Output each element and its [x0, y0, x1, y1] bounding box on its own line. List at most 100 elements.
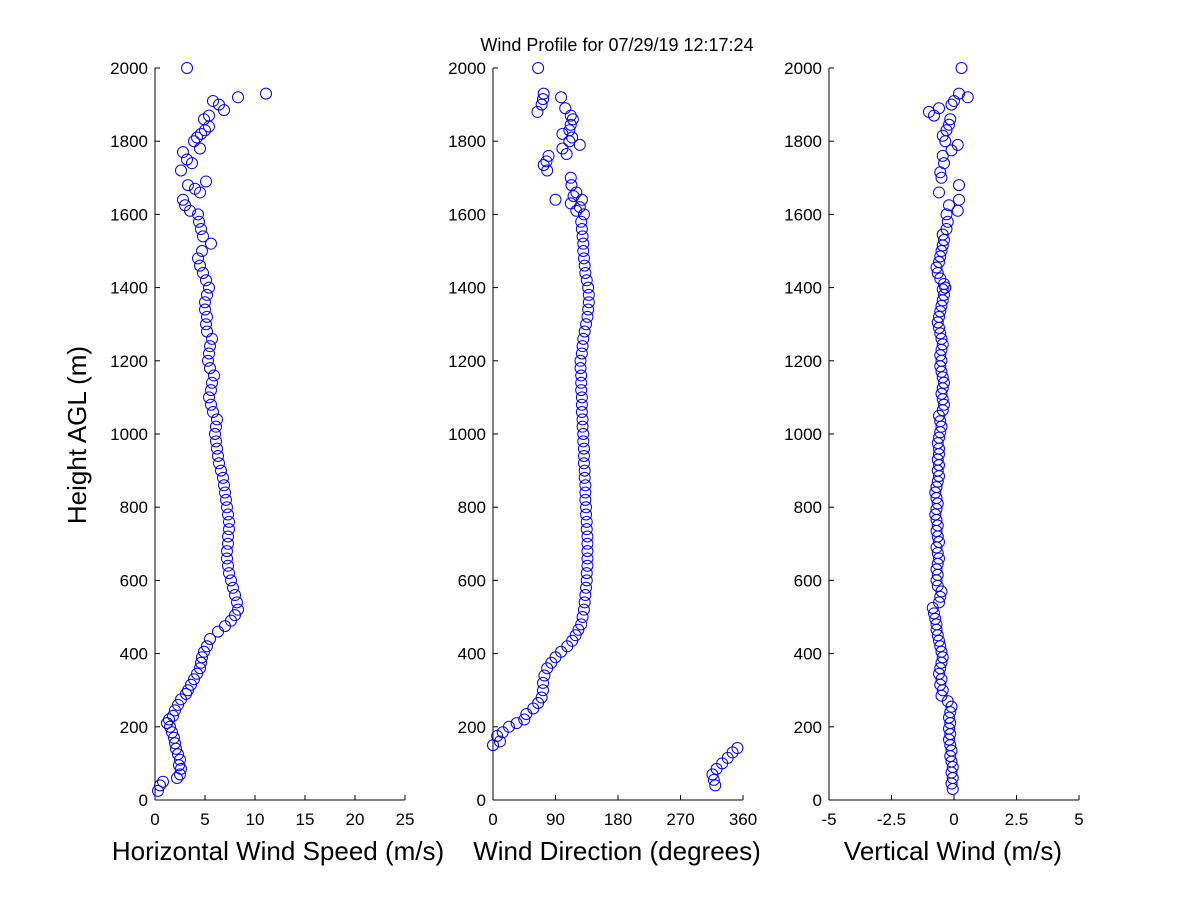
data-point-wind-direction [578, 464, 591, 477]
y-tick-label: 800 [120, 498, 148, 517]
y-tick-label: 1400 [448, 279, 486, 298]
data-point-horizontal-speed [203, 281, 215, 294]
data-point-vertical-wind [936, 283, 949, 296]
y-tick-label: 400 [458, 645, 486, 664]
y-tick-label: 0 [813, 791, 822, 810]
data-point-wind-direction [577, 428, 590, 440]
data-point-vertical-wind [936, 651, 949, 664]
data-point-vertical-wind [934, 272, 947, 285]
data-point-vertical-wind [938, 157, 950, 170]
data-point-horizontal-speed [168, 731, 180, 744]
data-point-horizontal-speed [260, 87, 272, 100]
data-point-wind-direction [580, 581, 593, 594]
data-point-vertical-wind [934, 640, 947, 653]
data-point-wind-direction [575, 369, 588, 382]
data-point-horizontal-speed [205, 237, 217, 250]
data-point-wind-direction [575, 223, 588, 236]
data-point-wind-direction [580, 508, 593, 521]
data-point-wind-direction [563, 135, 576, 148]
data-point-horizontal-speed [194, 259, 206, 272]
data-point-vertical-wind [936, 149, 949, 162]
data-point-horizontal-speed [195, 223, 207, 236]
data-point-vertical-wind [938, 376, 950, 389]
data-point-horizontal-speed [210, 435, 222, 448]
data-point-wind-direction [574, 362, 587, 375]
data-point-horizontal-speed [227, 581, 239, 594]
data-point-horizontal-speed [164, 720, 176, 733]
data-point-vertical-wind [935, 645, 948, 658]
data-point-wind-direction [564, 197, 577, 210]
data-point-vertical-wind [935, 245, 948, 257]
data-point-horizontal-speed [199, 303, 211, 316]
data-point-horizontal-speed [197, 230, 209, 243]
data-point-wind-direction [576, 340, 589, 353]
x-tick-label: 20 [346, 810, 365, 829]
data-point-wind-direction [582, 281, 595, 294]
data-point-horizontal-speed [192, 252, 204, 265]
data-point-wind-direction [707, 773, 720, 786]
data-point-horizontal-speed [222, 537, 234, 550]
data-point-vertical-wind [933, 255, 945, 268]
x-tick-label: 0 [488, 810, 497, 829]
data-point-wind-direction [576, 413, 589, 426]
data-point-horizontal-speed [174, 753, 186, 766]
panel-vertical-wind: 0 200 400 600 800 1000 1200 1400 1600 1800 2000 -5 -… [784, 59, 1084, 829]
data-point-horizontal-speed [169, 704, 181, 717]
data-point-horizontal-speed [212, 625, 224, 638]
data-point-horizontal-speed [207, 406, 219, 419]
y-tick-label: 200 [120, 718, 148, 737]
data-point-wind-direction [581, 559, 594, 572]
data-point-wind-direction [555, 91, 568, 104]
data-point-wind-direction [581, 310, 594, 323]
data-point-horizontal-speed [203, 109, 215, 122]
data-point-vertical-wind [943, 118, 955, 131]
data-point-wind-direction [579, 479, 592, 492]
data-point-wind-direction [559, 102, 572, 115]
data-point-horizontal-speed [189, 182, 201, 195]
y-tick-label: 1000 [448, 425, 486, 444]
data-point-wind-direction [580, 523, 593, 536]
data-point-vertical-wind [929, 486, 942, 499]
x-axis-label-vertical-wind: Vertical Wind (m/s) [844, 836, 1062, 866]
data-point-horizontal-speed [193, 215, 205, 228]
data-point-horizontal-speed [191, 667, 203, 680]
data-point-wind-direction [580, 274, 593, 287]
data-point-wind-direction [582, 296, 595, 309]
data-point-wind-direction [537, 684, 549, 697]
data-point-horizontal-speed [218, 479, 230, 492]
data-point-horizontal-speed [195, 127, 207, 140]
data-point-vertical-wind [933, 310, 945, 323]
data-point-vertical-wind [953, 193, 965, 206]
data-point-horizontal-speed [212, 449, 224, 462]
data-point-wind-direction [573, 138, 586, 151]
data-point-wind-direction [575, 215, 588, 228]
y-tick-label: 0 [139, 791, 148, 810]
data-point-horizontal-speed [213, 457, 225, 470]
data-point-vertical-wind [933, 102, 945, 115]
data-point-horizontal-speed [197, 266, 209, 279]
data-point-horizontal-speed [199, 296, 211, 309]
data-point-horizontal-speed [201, 310, 213, 323]
data-point-horizontal-speed [223, 515, 235, 528]
data-point-vertical-wind [936, 371, 949, 384]
data-point-vertical-wind [938, 398, 950, 411]
data-point-wind-direction [576, 420, 589, 433]
data-point-horizontal-speed [181, 153, 193, 166]
data-point-horizontal-speed [211, 413, 223, 426]
data-point-horizontal-speed [219, 486, 231, 499]
data-point-wind-direction [537, 676, 549, 689]
data-point-horizontal-speed [200, 318, 212, 331]
data-point-vertical-wind [933, 596, 945, 609]
data-point-horizontal-speed [195, 656, 207, 669]
data-point-vertical-wind [948, 94, 960, 107]
y-tick-label: 1800 [110, 132, 148, 151]
data-point-wind-direction [578, 596, 591, 609]
data-point-wind-direction [577, 603, 590, 616]
data-point-wind-direction [580, 515, 593, 528]
data-point-wind-direction [579, 493, 592, 506]
data-point-vertical-wind [929, 508, 942, 521]
data-point-horizontal-speed [202, 354, 214, 367]
data-point-wind-direction [532, 62, 545, 74]
x-tick-label: -2.5 [877, 810, 906, 829]
data-point-horizontal-speed [231, 596, 243, 609]
